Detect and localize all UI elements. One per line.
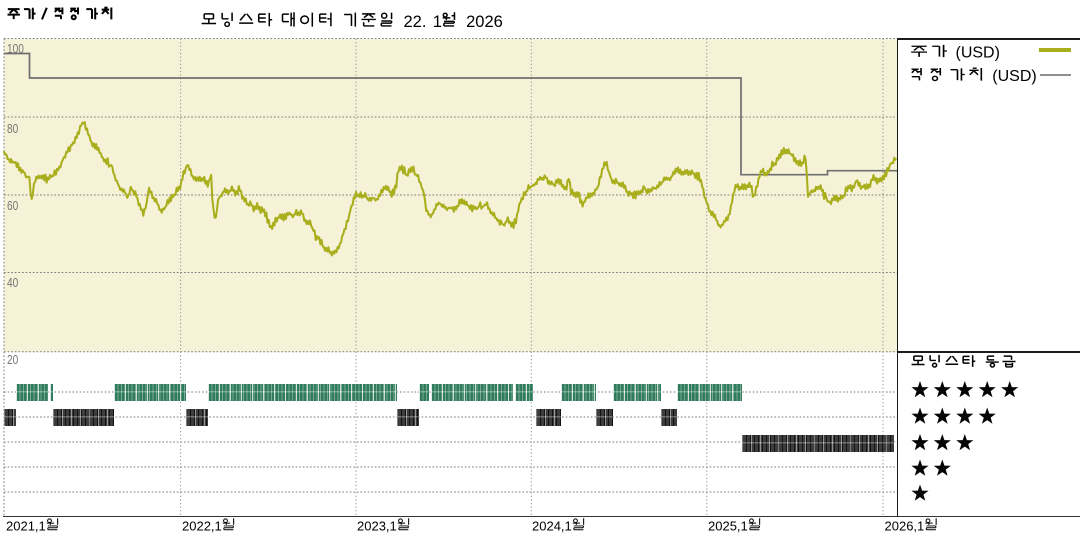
svg-text:2022,1: 2022,1 [182,518,222,533]
svg-text:2021,1: 2021,1 [6,518,46,533]
svg-text:22.: 22. [404,13,427,31]
svg-text:2023,1: 2023,1 [357,518,397,533]
svg-text:(USD): (USD) [956,45,1000,62]
svg-text:2026: 2026 [466,13,503,31]
svg-text:(USD): (USD) [992,68,1036,85]
svg-text:2024,1: 2024,1 [532,518,572,533]
svg-text:2025,1: 2025,1 [708,518,748,533]
svg-text:1: 1 [433,13,442,31]
svg-text:2026,1: 2026,1 [885,518,925,533]
